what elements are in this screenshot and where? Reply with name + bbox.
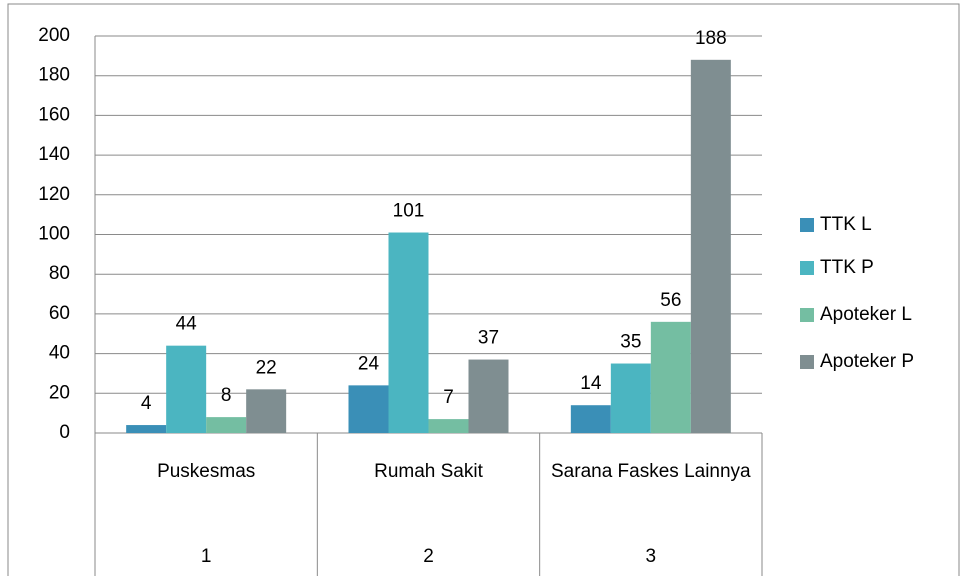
x-group-label: 1 [201,546,212,567]
bar [166,345,207,433]
legend-swatch [800,355,814,369]
value-label: 7 [443,387,454,408]
bar [348,385,389,433]
x-group-label: 3 [646,546,657,567]
bar [206,417,247,433]
value-label: 101 [393,201,425,222]
x-tick-label: Rumah Sakit [374,461,483,482]
x-tick-label: Puskesmas [157,461,256,482]
bar [428,419,469,433]
bar [610,363,651,433]
y-tick-label: 180 [38,65,70,86]
legend-label: Apoteker P [820,351,914,372]
x-group-label: 2 [423,546,434,567]
y-tick-label: 120 [38,184,70,205]
legend-swatch [800,308,814,322]
chart-frame [7,3,960,576]
x-tick-label-box: Rumah Sakit [374,461,483,482]
x-tick-label-box: Puskesmas [157,461,256,482]
legend-swatch [800,218,814,232]
value-label: 56 [660,290,681,311]
bar [388,232,429,433]
y-tick-label: 200 [38,25,70,46]
y-tick-label: 140 [38,144,70,165]
bar [246,389,287,433]
y-tick-label: 100 [38,224,70,245]
x-tick-label: Sarana Faskes Lainnya [551,461,751,482]
y-tick-label: 160 [38,104,70,125]
bar [570,405,611,433]
legend-label: Apoteker L [820,304,912,325]
y-tick-label: 40 [49,343,70,364]
value-label: 14 [580,373,602,394]
value-label: 188 [695,28,727,49]
bar [468,359,509,433]
bar [690,59,731,433]
value-label: 35 [620,332,641,353]
value-label: 4 [141,393,152,414]
value-label: 44 [176,314,198,335]
value-label: 24 [358,353,380,374]
y-tick-label: 0 [59,422,70,443]
y-tick-label: 80 [49,263,70,284]
legend-label: TTK P [820,257,874,278]
value-label: 37 [478,328,499,349]
x-tick-label-box: Sarana Faskes Lainnya [551,461,751,482]
bar [650,321,691,433]
value-label: 8 [221,385,232,406]
legend-label: TTK L [820,214,872,235]
bar [126,425,167,433]
value-label: 22 [256,357,277,378]
y-tick-label: 60 [49,303,70,324]
y-tick-label: 20 [49,382,70,403]
legend-swatch [800,261,814,275]
